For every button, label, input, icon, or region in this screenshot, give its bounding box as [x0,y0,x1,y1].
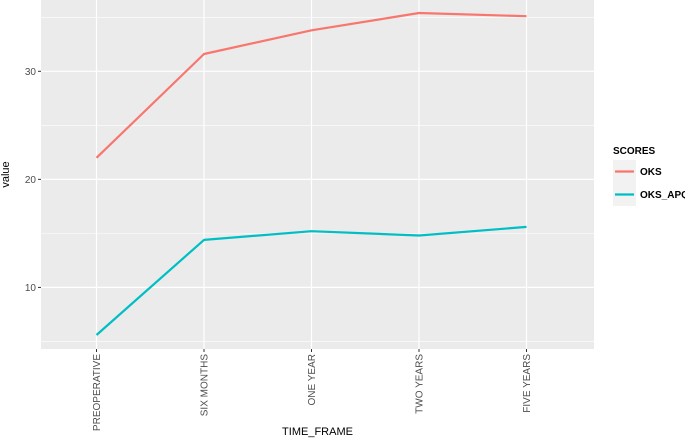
x-tick-label: SIX MONTHS [200,354,211,417]
x-axis-title: TIME_FRAME [282,426,353,438]
x-axis: PREOPERATIVE SIX MONTHS ONE YEAR TWO YEARS F… [92,349,533,431]
x-tick-label: TWO YEARS [415,354,426,414]
grid-major [41,0,594,349]
series-layer [95,11,527,336]
legend: SCORES OKS OKS_APQ [613,146,685,206]
x-tick-label: PREOPERATIVE [92,354,103,431]
y-axis-title: value [0,161,12,187]
series-line-oks [95,11,527,159]
legend-label: OKS_APQ [640,190,685,201]
x-tick-label: FIVE YEARS [522,354,533,413]
grid-minor [41,16,594,342]
legend-title: SCORES [613,146,656,157]
series-line-oks-apq [95,225,527,336]
y-tick-label: 20 [25,175,37,186]
y-axis: 10 20 30 [25,67,41,294]
y-tick-label: 30 [25,67,37,78]
legend-label: OKS [640,167,662,178]
x-tick-label: ONE YEAR [307,354,318,406]
plot-panel [41,0,594,349]
y-tick-label: 10 [25,283,37,294]
